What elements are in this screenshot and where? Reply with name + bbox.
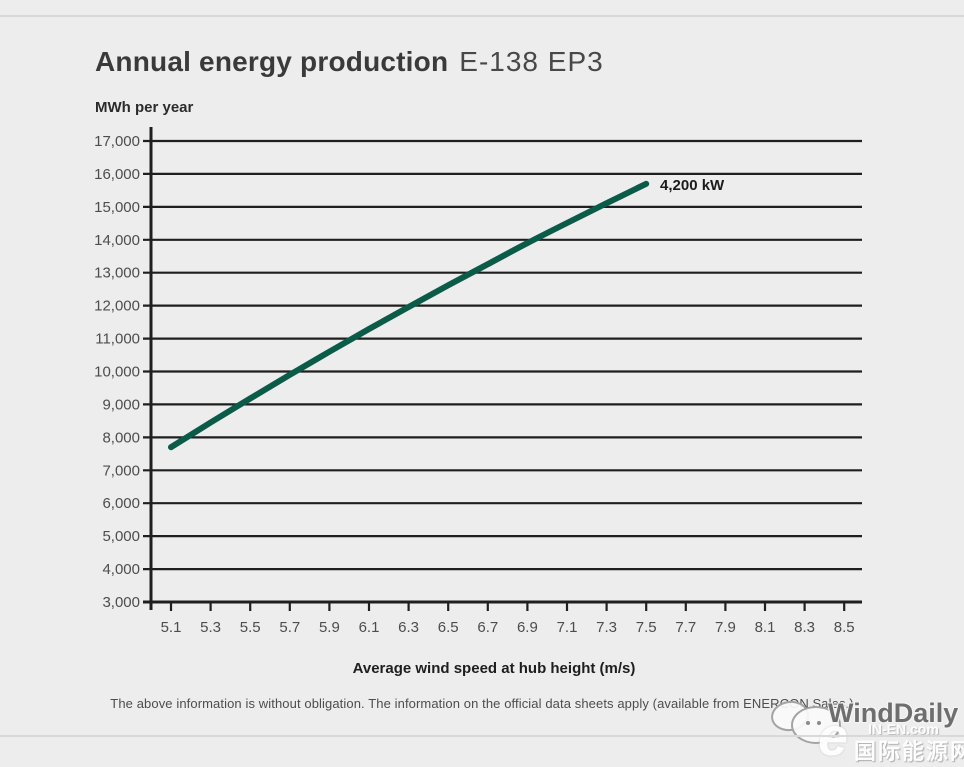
svg-text:17,000: 17,000 (94, 133, 140, 150)
title-main: Annual energy production (95, 46, 449, 77)
svg-text:6.1: 6.1 (359, 619, 380, 636)
svg-text:7.9: 7.9 (715, 619, 736, 636)
watermark-site-text: IN-EN.com (868, 721, 939, 737)
svg-text:8,000: 8,000 (102, 429, 140, 446)
svg-text:3,000: 3,000 (102, 594, 140, 611)
watermark: e WindDaily IN-EN.com 国际能源网 (755, 692, 964, 767)
svg-text:16,000: 16,000 (94, 166, 140, 183)
svg-text:11,000: 11,000 (95, 331, 140, 348)
svg-text:5.3: 5.3 (200, 619, 221, 636)
svg-text:14,000: 14,000 (94, 232, 140, 249)
in-en-e-logo-icon: e (818, 707, 849, 767)
svg-text:6.3: 6.3 (398, 619, 419, 636)
svg-text:6,000: 6,000 (102, 495, 140, 512)
svg-text:6.7: 6.7 (477, 619, 498, 636)
watermark-site-cn-text: 国际能源网 (854, 739, 964, 764)
svg-text:7.3: 7.3 (596, 619, 617, 636)
watermark-brand-text: WindDaily (828, 698, 959, 728)
svg-text:5.5: 5.5 (240, 619, 261, 636)
page-title: Annual energy production E-138 EP3 (95, 46, 604, 78)
x-axis-title: Average wind speed at hub height (m/s) (352, 660, 636, 677)
svg-text:6.5: 6.5 (438, 619, 459, 636)
svg-text:7.1: 7.1 (557, 619, 578, 636)
svg-text:10,000: 10,000 (94, 364, 140, 381)
bubble-eye-icon (806, 721, 810, 725)
svg-text:4,000: 4,000 (102, 561, 140, 578)
bubble-eye-icon (817, 721, 821, 725)
svg-text:7.7: 7.7 (675, 619, 696, 636)
svg-text:6.9: 6.9 (517, 619, 538, 636)
disclaimer-footnote: The above information is without obligat… (110, 696, 854, 711)
svg-text:9,000: 9,000 (102, 396, 140, 413)
speech-bubble-face-icon (791, 706, 841, 744)
svg-text:13,000: 13,000 (94, 265, 140, 282)
svg-text:5,000: 5,000 (102, 528, 140, 545)
svg-text:7,000: 7,000 (102, 462, 140, 479)
svg-text:5.9: 5.9 (319, 619, 340, 636)
top-divider-line (0, 15, 964, 17)
svg-text:5.1: 5.1 (161, 619, 182, 636)
bottom-divider-line (0, 735, 964, 737)
series-annotation-label: 4,200 kW (660, 177, 725, 194)
svg-text:8.5: 8.5 (834, 619, 855, 636)
y-axis-title: MWh per year (95, 99, 194, 116)
svg-text:12,000: 12,000 (94, 298, 140, 315)
svg-text:8.3: 8.3 (794, 619, 815, 636)
svg-text:5.7: 5.7 (279, 619, 300, 636)
title-model: E-138 EP3 (459, 46, 604, 77)
svg-text:8.1: 8.1 (755, 619, 776, 636)
svg-text:7.5: 7.5 (636, 619, 657, 636)
svg-text:15,000: 15,000 (94, 199, 140, 216)
